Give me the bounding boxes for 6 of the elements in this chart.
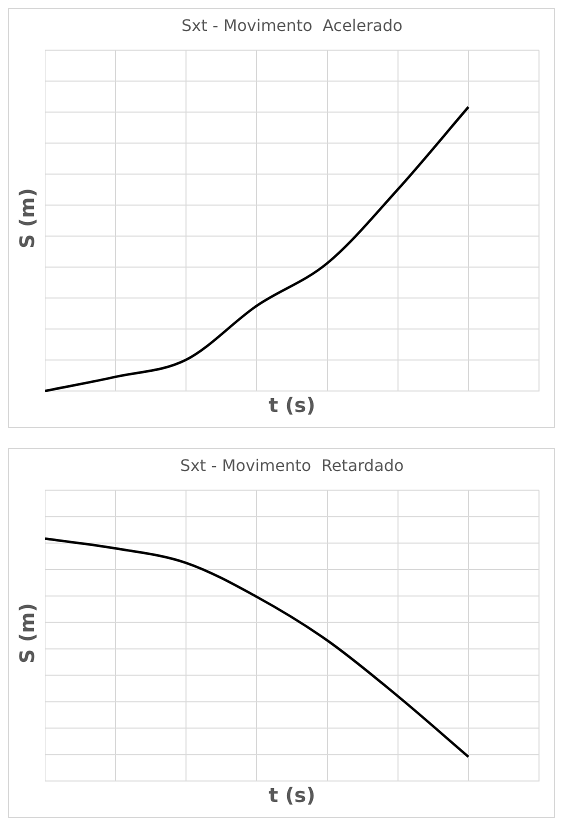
chart-title: Sxt - Movimento Retardado bbox=[180, 456, 404, 475]
y-axis-title: S (m) bbox=[15, 188, 39, 248]
x-axis-title: t (s) bbox=[268, 783, 316, 808]
y-axis-title: S (m) bbox=[15, 602, 39, 664]
chart-title: Sxt - Movimento Acelerado bbox=[181, 16, 403, 35]
x-axis-title: t (s) bbox=[268, 393, 316, 418]
